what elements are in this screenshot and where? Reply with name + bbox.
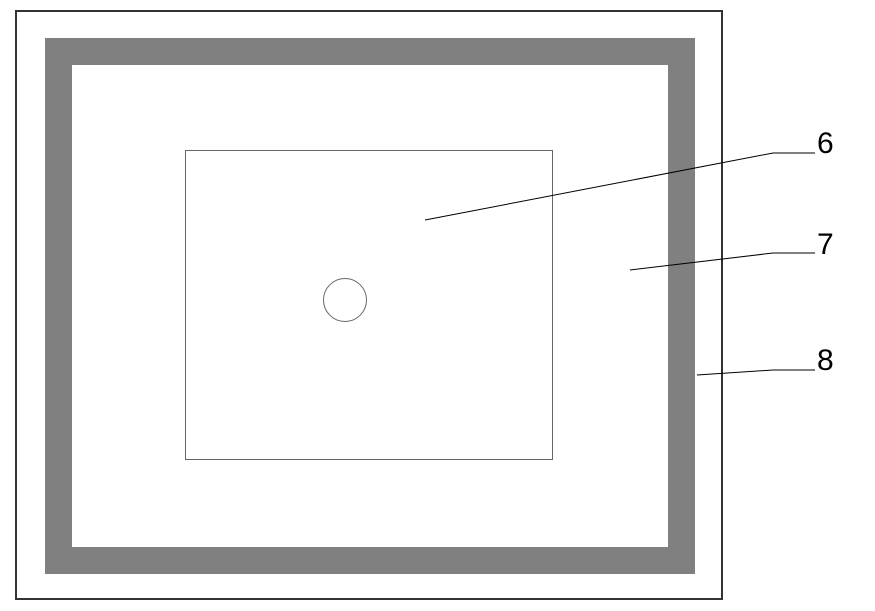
- label-7: 7: [817, 228, 834, 262]
- center-circle: [323, 278, 367, 322]
- label-8: 8: [817, 344, 834, 378]
- technical-diagram: 6 7 8: [0, 0, 875, 611]
- inner-frame-6: [185, 150, 553, 460]
- label-6: 6: [817, 127, 834, 161]
